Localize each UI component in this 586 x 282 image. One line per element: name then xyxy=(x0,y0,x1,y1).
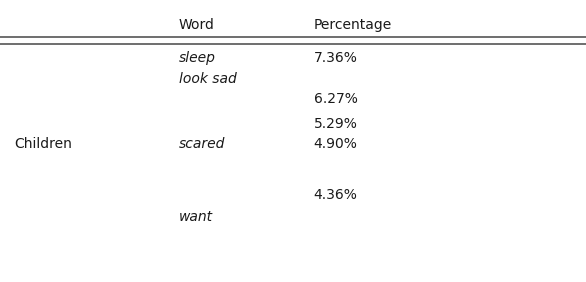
Text: 5.29%: 5.29% xyxy=(314,117,357,131)
Text: 4.90%: 4.90% xyxy=(314,137,357,151)
Text: want: want xyxy=(179,210,213,224)
Text: 6.27%: 6.27% xyxy=(314,92,357,106)
Text: Word: Word xyxy=(179,18,214,32)
Text: 4.36%: 4.36% xyxy=(314,188,357,202)
Text: look sad: look sad xyxy=(179,72,237,86)
Text: sleep: sleep xyxy=(179,51,216,65)
Text: 7.36%: 7.36% xyxy=(314,51,357,65)
Text: Children: Children xyxy=(15,137,73,151)
Text: scared: scared xyxy=(179,137,225,151)
Text: Percentage: Percentage xyxy=(314,18,392,32)
